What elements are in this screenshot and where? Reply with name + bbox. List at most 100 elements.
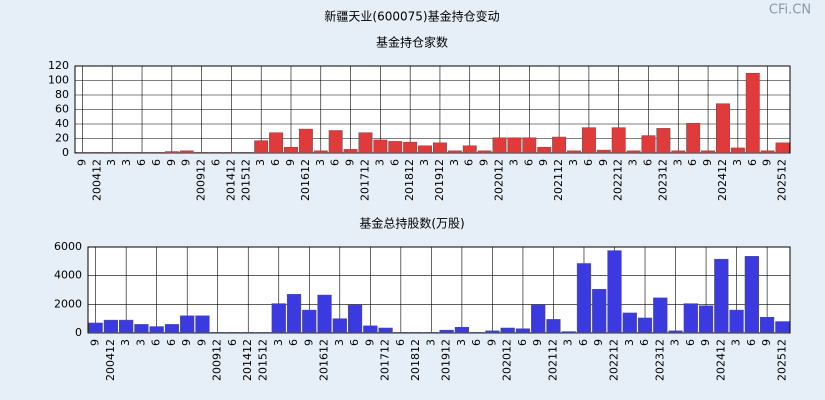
x-tick-label: 201412	[241, 339, 254, 381]
x-tick-label: 9	[180, 159, 193, 166]
y-tick-label: 2000	[54, 297, 82, 310]
x-tick-label: 201912	[440, 339, 453, 381]
bar	[209, 152, 224, 154]
x-tick-label: 9	[485, 339, 498, 346]
bar	[641, 135, 656, 154]
bar	[195, 315, 210, 334]
x-tick-label: 3	[623, 339, 636, 346]
bar	[592, 289, 607, 334]
x-tick-label: 201612	[318, 339, 331, 381]
x-tick-label: 9	[180, 339, 193, 346]
bar	[418, 145, 433, 154]
bar	[373, 139, 388, 154]
bar	[241, 332, 256, 334]
bar	[714, 258, 729, 334]
bar	[447, 150, 462, 154]
bar	[363, 325, 378, 334]
x-tick-label: 3	[424, 339, 437, 346]
bar	[180, 315, 195, 334]
bar	[328, 130, 343, 154]
x-tick-label: 3	[455, 339, 468, 346]
x-tick-label: 202312	[656, 159, 669, 201]
bar	[358, 132, 373, 154]
x-tick-label: 6	[348, 339, 361, 346]
x-tick-label: 202312	[653, 339, 666, 381]
x-tick-label: 3	[373, 159, 386, 166]
x-tick-label: 202012	[501, 339, 514, 381]
bar	[432, 142, 447, 154]
bar	[637, 317, 653, 334]
x-tick-label: 201812	[403, 159, 416, 201]
x-tick-label: 6	[684, 339, 697, 346]
bar	[347, 304, 363, 334]
x-tick-label: 9	[701, 159, 714, 166]
y-tick-label: 0	[75, 326, 82, 339]
x-tick-label: 202512	[776, 159, 789, 201]
bar	[408, 332, 424, 334]
x-tick-label: 200912	[195, 159, 208, 201]
bar	[317, 294, 332, 334]
x-tick-label: 3	[119, 339, 132, 346]
bar	[286, 294, 302, 334]
bar	[271, 303, 286, 334]
bar	[298, 128, 313, 154]
y-tick-label: 20	[55, 132, 69, 145]
x-tick-label: 9	[195, 339, 208, 346]
x-tick-label: 6	[641, 159, 654, 166]
bar	[515, 328, 531, 334]
x-tick-label: 202412	[716, 159, 729, 201]
x-tick-label: 6	[226, 339, 239, 346]
bar	[302, 309, 317, 334]
x-tick-label: 6	[150, 159, 163, 166]
x-tick-label: 3	[562, 339, 575, 346]
x-tick-label: 202112	[552, 159, 565, 201]
bar	[716, 103, 730, 154]
bar	[477, 150, 492, 154]
x-tick-label: 200412	[90, 159, 103, 201]
bar	[730, 147, 745, 154]
x-tick-label: 9	[760, 339, 773, 346]
x-tick-label: 6	[135, 159, 148, 166]
y-tick-label: 100	[48, 74, 69, 87]
bar	[103, 319, 119, 334]
x-tick-label: 6	[287, 339, 300, 346]
bar	[403, 141, 418, 154]
x-tick-label: 3	[120, 159, 133, 166]
x-tick-label: 201712	[379, 339, 392, 381]
bar	[760, 150, 775, 154]
bar	[596, 149, 611, 154]
bar	[120, 152, 135, 154]
x-tick-label: 9	[165, 159, 178, 166]
x-tick-label: 3	[669, 339, 682, 346]
x-tick-label: 202112	[546, 339, 559, 381]
x-tick-label: 200412	[104, 339, 117, 381]
bar	[470, 332, 485, 334]
bar	[611, 127, 626, 154]
bar	[759, 316, 775, 334]
x-tick-label: 202412	[714, 339, 727, 381]
bar	[576, 263, 592, 334]
bar	[135, 152, 149, 154]
x-tick-label: 6	[394, 339, 407, 346]
x-tick-label: 6	[388, 159, 401, 166]
x-tick-label: 202512	[775, 339, 788, 381]
x-tick-label: 6	[516, 339, 529, 346]
x-tick-label: 3	[448, 159, 461, 166]
bar	[485, 330, 500, 334]
x-tick-label: 3	[254, 159, 267, 166]
x-tick-label: 9	[75, 159, 88, 166]
y-tick-label: 0	[62, 146, 69, 159]
x-tick-label: 3	[333, 339, 346, 346]
x-tick-label: 3	[627, 159, 640, 166]
bar	[239, 152, 254, 154]
bar	[775, 142, 790, 154]
bar	[537, 146, 552, 154]
x-tick-label: 6	[329, 159, 342, 166]
bar	[656, 128, 671, 154]
bar	[388, 141, 403, 154]
bar	[254, 140, 269, 154]
x-tick-label: 6	[638, 339, 651, 346]
x-tick-label: 3	[730, 339, 743, 346]
x-tick-label: 3	[272, 339, 285, 346]
bar	[729, 309, 744, 334]
